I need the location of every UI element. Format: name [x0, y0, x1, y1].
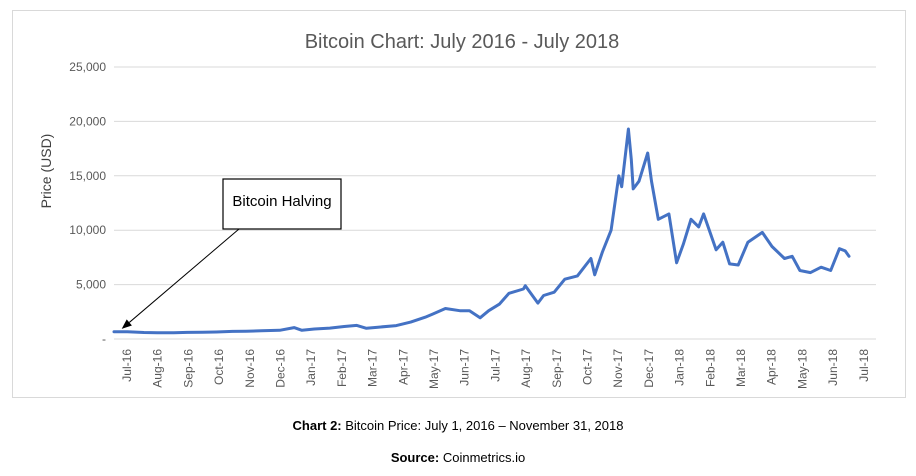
x-tick-label: Sep-16 — [181, 349, 195, 388]
annotation-box — [222, 178, 342, 230]
y-tick-label: 15,000 — [69, 169, 106, 183]
x-tick-label: Jul-17 — [488, 349, 502, 382]
x-tick-label: Nov-17 — [611, 349, 625, 388]
x-tick-label: Mar-17 — [366, 349, 380, 387]
caption-source-text: Coinmetrics.io — [439, 450, 526, 465]
x-tick-label: Dec-16 — [274, 349, 288, 388]
source-caption: Source: Coinmetrics.io — [0, 450, 916, 465]
y-tick-label: - — [102, 332, 106, 346]
caption-chart-label: Chart 2: — [292, 418, 342, 433]
annotation-arrow — [128, 228, 240, 323]
x-tick-label: Jan-17 — [304, 349, 318, 386]
chart-frame: Bitcoin Chart: July 2016 - July 2018 Pri… — [12, 10, 906, 398]
y-tick-label: 20,000 — [69, 114, 106, 128]
x-tick-label: Jun-18 — [826, 349, 840, 386]
x-tick-label: Jul-18 — [857, 349, 871, 382]
y-tick-label: 10,000 — [69, 223, 106, 237]
annotation: Bitcoin Halving — [121, 178, 342, 329]
x-tick-label: Jul-16 — [120, 349, 134, 382]
annotation-arrowhead — [121, 319, 132, 329]
y-tick-label: 5,000 — [76, 278, 106, 292]
annotation-text: Bitcoin Halving — [232, 193, 331, 210]
caption-source-label: Source: — [390, 450, 440, 465]
x-tick-label: Feb-17 — [335, 349, 349, 387]
x-tick-label: Jan-18 — [673, 349, 687, 386]
x-tick-label: May-18 — [795, 349, 809, 389]
chart-title: Bitcoin Chart: July 2016 - July 2018 — [305, 31, 620, 53]
x-tick-label: Aug-16 — [151, 349, 165, 388]
x-tick-labels: Jul-16 Aug-16 Sep-16 Oct-16 Nov-16 Dec-16 Jan-… — [120, 349, 871, 389]
y-tick-label: 25,000 — [69, 60, 106, 74]
x-tick-label: Apr-17 — [396, 349, 410, 385]
x-tick-label: Mar-18 — [734, 349, 748, 387]
y-axis-label: Price (USD) — [38, 134, 54, 209]
x-tick-label: Sep-17 — [550, 349, 564, 388]
series-line-bitcoin-price — [112, 127, 851, 335]
chart-caption: Chart 2: Bitcoin Price: July 1, 2016 – N… — [0, 418, 916, 433]
x-tick-label: Aug-17 — [519, 349, 533, 388]
grid-layer — [114, 66, 876, 340]
x-tick-label: Oct-17 — [581, 349, 595, 385]
x-tick-label: May-17 — [427, 349, 441, 389]
y-tick-labels: - 5,000 10,000 15,000 20,000 25,000 — [69, 60, 106, 346]
bitcoin-line-chart: Bitcoin Chart: July 2016 - July 2018 Pri… — [38, 31, 876, 389]
x-tick-label: Jun-17 — [458, 349, 472, 386]
x-tick-label: Dec-17 — [642, 349, 656, 388]
x-tick-label: Nov-16 — [243, 349, 257, 388]
x-tick-label: Oct-16 — [212, 349, 226, 385]
x-tick-label: Apr-18 — [765, 349, 779, 385]
x-tick-label: Feb-18 — [703, 349, 717, 387]
caption-chart-text: Bitcoin Price: July 1, 2016 – November 3… — [341, 418, 624, 433]
